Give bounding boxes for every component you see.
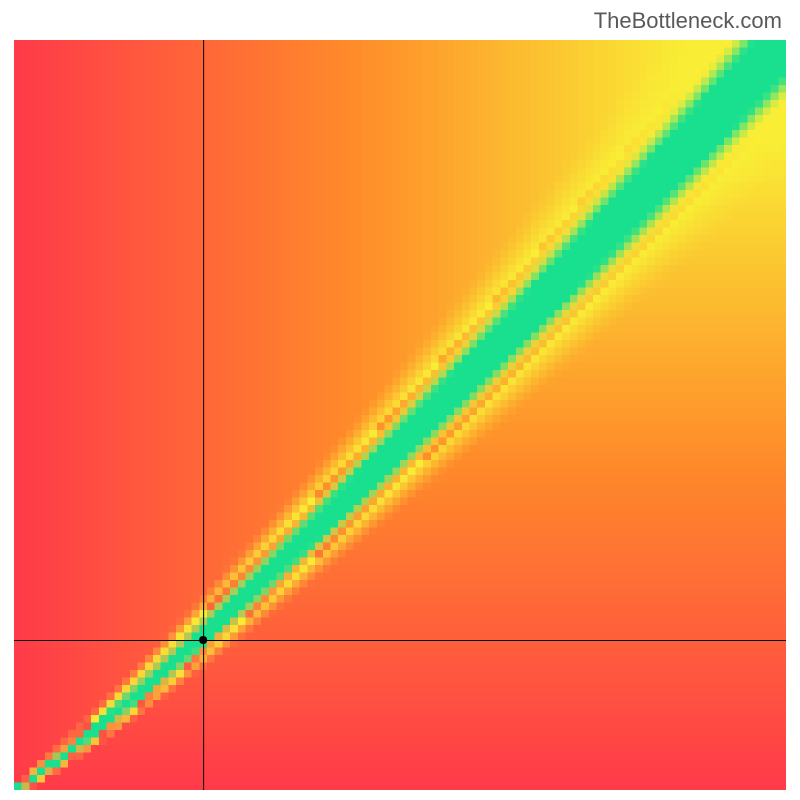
watermark-text: TheBottleneck.com bbox=[594, 8, 782, 34]
chart-container: TheBottleneck.com bbox=[0, 0, 800, 800]
crosshair-overlay bbox=[14, 40, 786, 790]
chart-plot-area bbox=[14, 40, 786, 790]
